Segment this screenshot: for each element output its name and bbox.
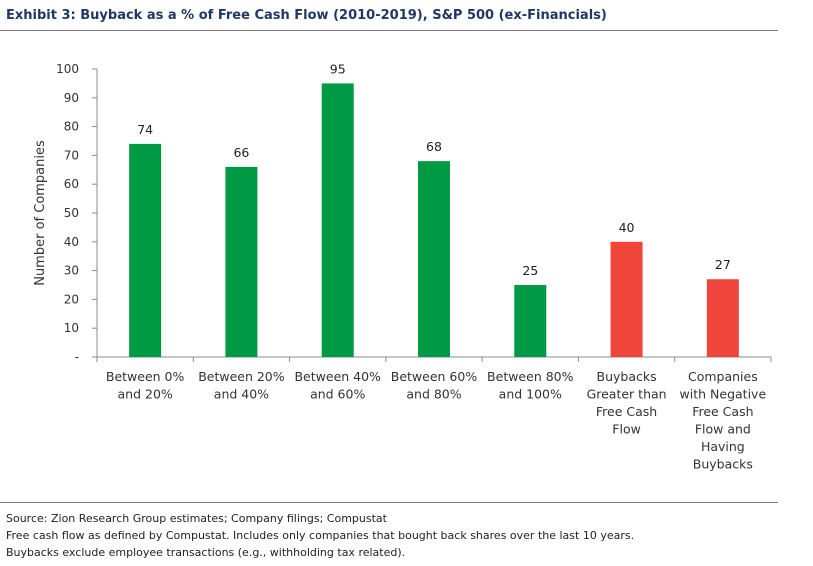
data-label: 27 (715, 257, 731, 272)
chart-bars (129, 83, 739, 358)
category-label: Companies with Negative Free Cash Flow and H… (680, 369, 767, 472)
category-label-line: Free Cash (596, 404, 657, 419)
y-tick-label: 10 (64, 321, 79, 335)
bar-chart: - 10 20 30 40 50 60 70 80 90 100 Number of Companie… (33, 61, 772, 472)
category-label-line: Free Cash (692, 404, 753, 419)
category-label: Between 0% and 20% (106, 369, 185, 402)
category-label-line: Companies (688, 369, 758, 384)
data-label: 74 (137, 122, 153, 137)
data-label: 68 (426, 139, 442, 154)
bar (706, 279, 739, 357)
category-label-line: Flow and (695, 422, 751, 437)
category-label-line: Greater than (587, 387, 667, 402)
data-label: 25 (522, 263, 538, 278)
definition-note: Free cash flow as defined by Compustat. … (6, 529, 635, 542)
y-tick-label: 30 (64, 264, 79, 278)
title-divider (0, 30, 778, 31)
bar (418, 161, 450, 357)
y-tick-label: 80 (64, 120, 79, 134)
exclusion-note: Buybacks exclude employee transactions (… (6, 546, 406, 559)
category-label-line: Between 20% (198, 369, 285, 384)
category-label-line: Buybacks (693, 457, 753, 472)
y-tick-label: 40 (64, 235, 79, 249)
category-label-line: and 60% (310, 387, 365, 402)
category-label: Between 60% and 80% (391, 369, 478, 402)
category-label-line: Between 60% (391, 369, 478, 384)
category-label-line: Between 80% (487, 369, 574, 384)
category-label-line: Buybacks (597, 369, 657, 384)
data-label: 66 (233, 145, 249, 160)
bar (514, 285, 547, 357)
bar (225, 166, 258, 357)
category-label: Between 80% and 100% (487, 369, 574, 402)
chart-labels: 74 Between 0% and 20% 66 Between 20% and 40% 9… (106, 61, 767, 471)
category-label-line: and 40% (214, 387, 269, 402)
category-label-line: and 80% (406, 387, 461, 402)
footer-divider (0, 502, 778, 503)
y-tick-label: 90 (64, 91, 79, 105)
y-axis-title: Number of Companies (33, 140, 48, 286)
chart-axes: - 10 20 30 40 50 60 70 80 90 100 Number of Companie… (33, 62, 772, 364)
category-label-line: with Negative (680, 387, 767, 402)
category-label-line: Between 40% (294, 369, 381, 384)
y-tick-label: - (75, 350, 79, 364)
bar (129, 143, 162, 357)
category-label-line: Between 0% (106, 369, 185, 384)
data-label: 40 (619, 220, 635, 235)
bar (610, 241, 643, 357)
data-label: 95 (330, 61, 346, 76)
y-tick-label: 100 (56, 62, 79, 76)
bar (321, 83, 354, 358)
category-label: Between 20% and 40% (198, 369, 285, 402)
category-label: Buybacks Greater than Free Cash Flow (587, 369, 667, 437)
category-label-line: Flow (612, 422, 641, 437)
y-tick-label: 20 (64, 292, 79, 306)
y-tick-label: 70 (64, 148, 79, 162)
source-note: Source: Zion Research Group estimates; C… (6, 512, 387, 525)
y-tick-label: 50 (64, 206, 79, 220)
category-label-line: and 100% (499, 387, 562, 402)
category-label-line: Having (701, 439, 745, 454)
category-label: Between 40% and 60% (294, 369, 381, 402)
y-tick-label: 60 (64, 177, 79, 191)
chart-title: Exhibit 3: Buyback as a % of Free Cash F… (6, 8, 607, 23)
category-label-line: and 20% (118, 387, 173, 402)
